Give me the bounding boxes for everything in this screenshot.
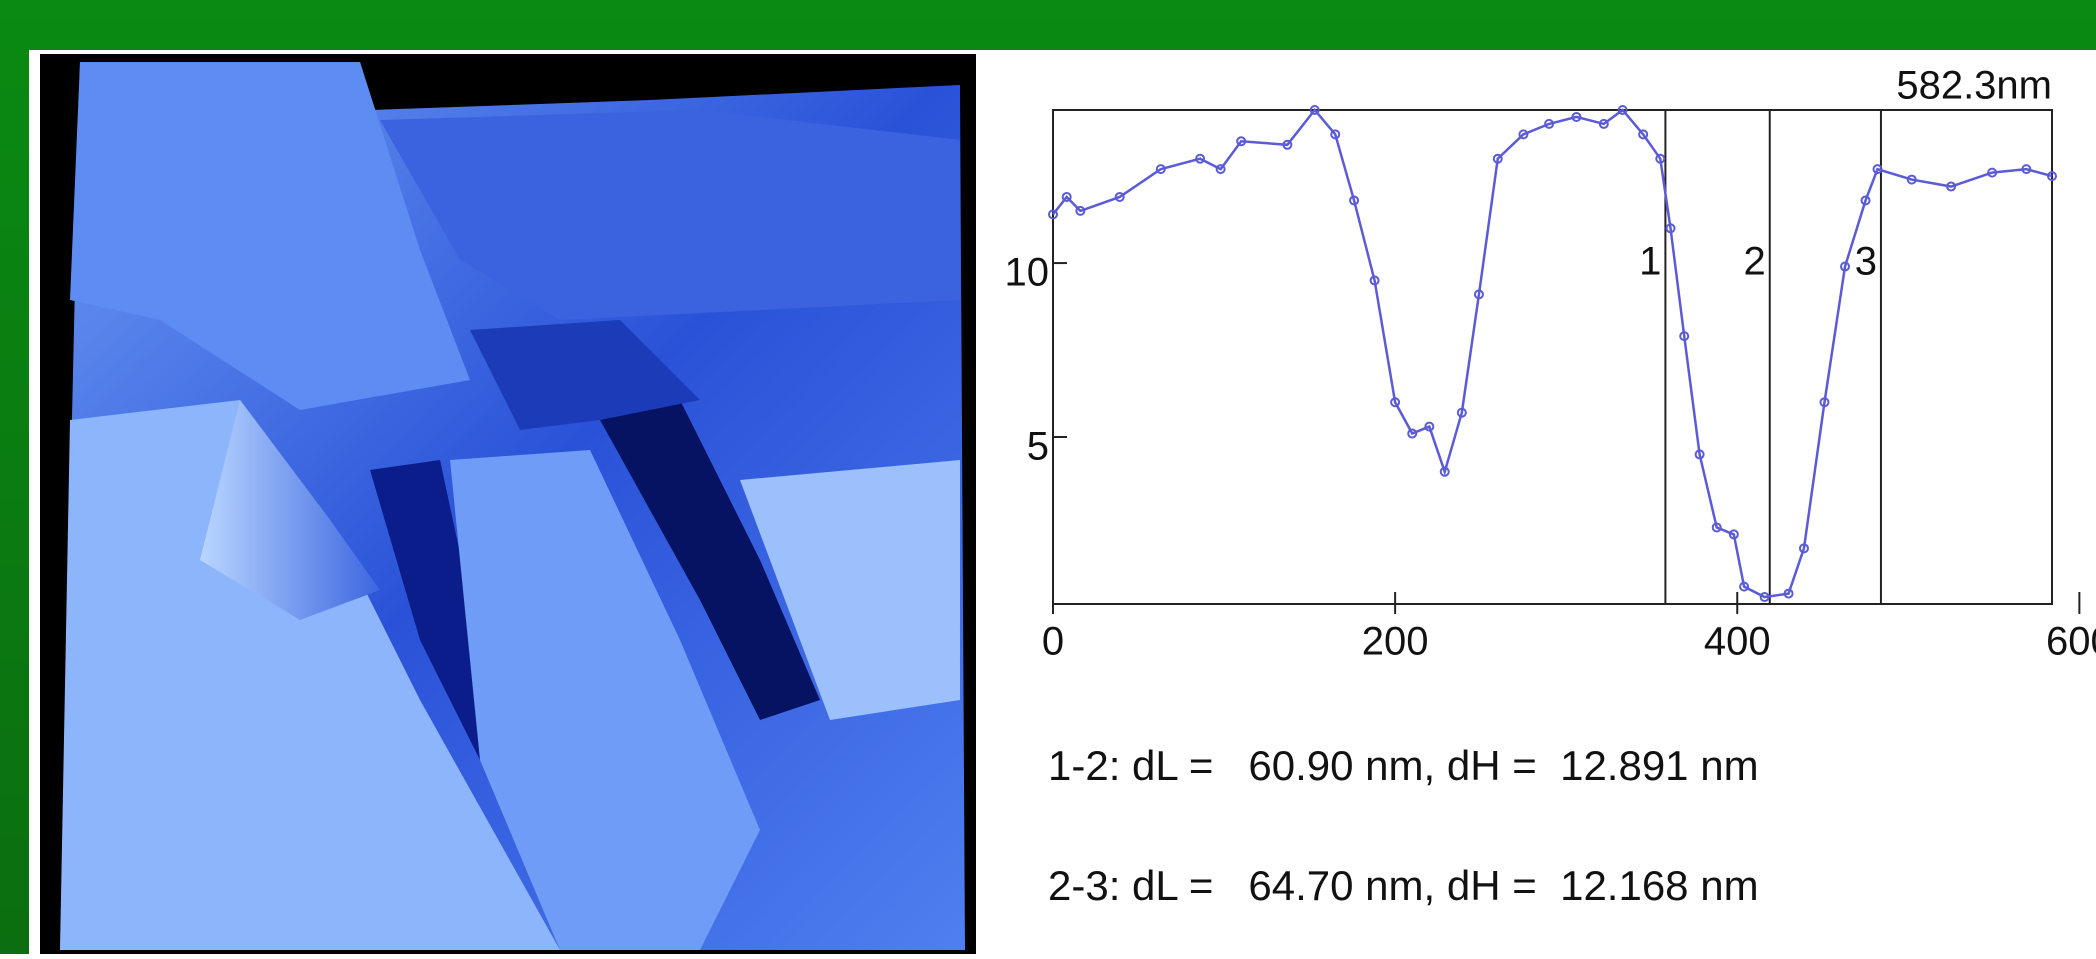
x-tick-label: 400: [1704, 620, 1771, 664]
profile-point: [1349, 195, 1360, 206]
profile-point: [1728, 529, 1739, 540]
profile-point: [1195, 153, 1206, 164]
profile-line: [1052, 108, 2053, 599]
profile-point: [1155, 164, 1166, 175]
cursor-label: 2: [1743, 240, 1765, 284]
profile-point: [1840, 261, 1851, 272]
cursor-label: 1: [1639, 240, 1661, 284]
profile-point: [1544, 118, 1555, 129]
profile-point: [1282, 139, 1293, 150]
profile-point: [1456, 407, 1467, 418]
profile-point: [1439, 466, 1450, 477]
profile-point: [1369, 275, 1380, 286]
profile-point: [1783, 588, 1794, 599]
profile-point: [1571, 111, 1582, 122]
profile-point: [1819, 397, 1830, 408]
profile-point: [1215, 164, 1226, 175]
profile-point: [1665, 223, 1676, 234]
scan-length: 582.3nm: [1896, 64, 2052, 108]
profile-point: [1492, 153, 1503, 164]
profile-point: [1407, 428, 1418, 439]
profile-point: [1679, 331, 1690, 342]
cursor-label: 3: [1855, 240, 1877, 284]
x-tick-label: 200: [1362, 620, 1429, 664]
x-tick-label: 600: [2046, 620, 2096, 664]
profile-point: [1114, 191, 1125, 202]
afm-image: [40, 54, 976, 954]
profile-point: [1617, 105, 1628, 115]
profile-point: [1390, 397, 1401, 408]
profile-point: [2047, 171, 2057, 182]
profile-point: [2021, 164, 2032, 175]
profile-point: [1048, 209, 1058, 220]
profile-point: [1711, 522, 1722, 533]
profile-point: [1987, 167, 1998, 178]
profile-point: [1739, 581, 1750, 592]
measurement: 1-2: dL = 60.90 nm, dH = 12.891 nm: [1048, 742, 1759, 789]
profile-point: [1906, 174, 1917, 185]
profile-point: [1946, 181, 1957, 192]
profile-point: [1798, 543, 1809, 554]
measurement: 2-3: dL = 64.70 nm, dH = 12.168 nm: [1048, 862, 1759, 909]
profile-point: [1061, 191, 1072, 202]
profile-point: [1860, 195, 1871, 206]
profile-point: [1694, 449, 1705, 460]
plot-frame: [1052, 109, 2053, 605]
y-tick-label: 5: [1027, 425, 1049, 469]
profile-point: [1075, 205, 1086, 216]
profile-point: [1518, 129, 1529, 140]
profile-point: [1598, 118, 1609, 129]
y-tick-label: 10: [1005, 251, 1050, 295]
x-tick-label: 0: [1042, 620, 1064, 664]
profile-point: [1759, 592, 1770, 603]
profile-point: [1473, 289, 1484, 300]
profile-point: [1872, 164, 1883, 175]
profile-point: [1655, 153, 1666, 164]
profile-point: [1236, 136, 1247, 147]
profile-point: [1309, 105, 1320, 115]
profile-point: [1638, 129, 1649, 140]
profile-point: [1330, 129, 1341, 140]
profile-point: [1424, 421, 1435, 432]
